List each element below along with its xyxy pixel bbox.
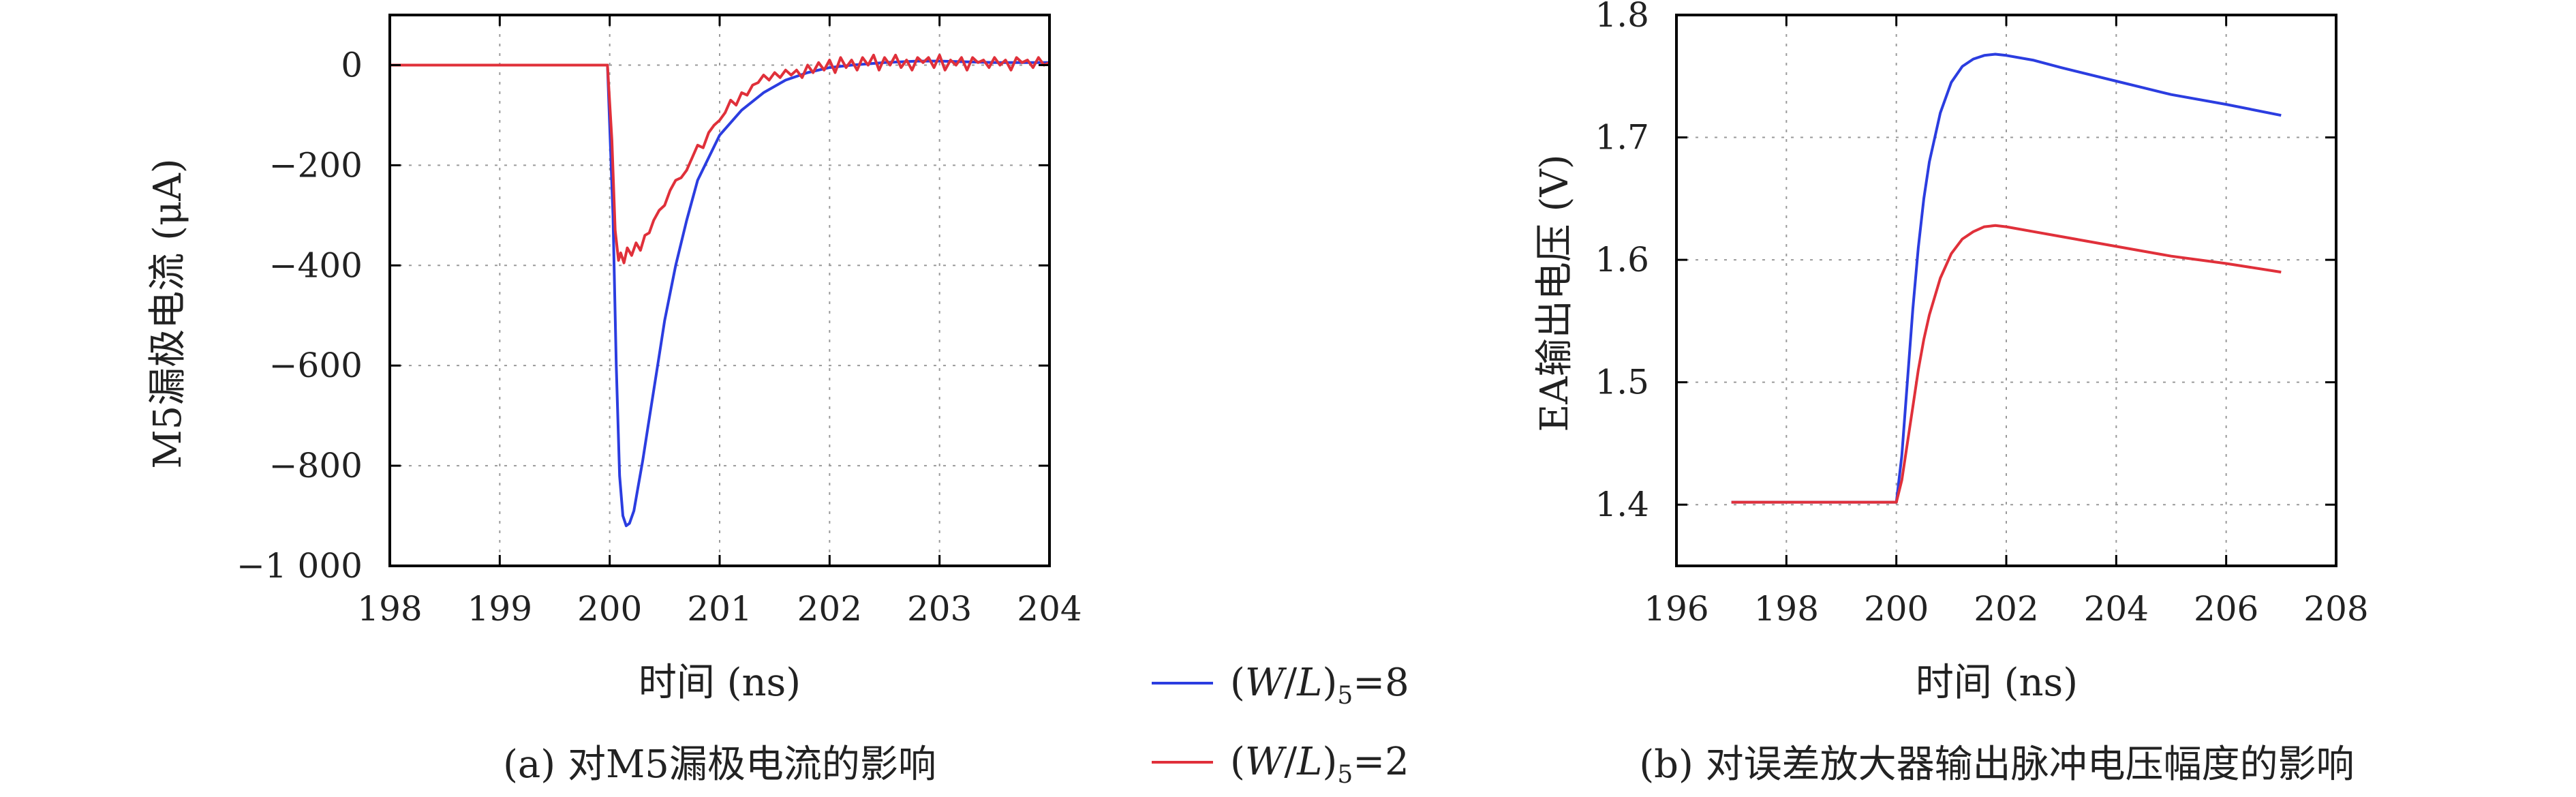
legend-close-paren: ) xyxy=(1322,740,1337,784)
legend-open-paren: ( xyxy=(1230,740,1245,784)
legend-l-symbol: L xyxy=(1296,661,1322,705)
panel-b-y-axis-label: EA输出电压 (V) xyxy=(1533,154,1577,432)
panel-a-grid xyxy=(390,15,1049,566)
panel-a-y-tick-label: 0 xyxy=(341,45,363,85)
panel-b-y-tick-label: 1.5 xyxy=(1595,363,1649,402)
panel-a-x-tick-label: 203 xyxy=(907,589,972,629)
panel-a-y-axis-label: M5漏极电流 (μA) xyxy=(146,158,190,468)
panel-a-series-w-l-2 xyxy=(390,53,1050,265)
panel-b-x-tick-label: 204 xyxy=(2084,589,2149,629)
panel-b-y-tick-labels: 1.4 1.5 1.6 1.7 1.8 xyxy=(1595,0,1649,524)
panel-a-y-tick-label: −600 xyxy=(269,346,363,385)
panel-a-x-axis-label: 时间 (ns) xyxy=(639,661,801,705)
panel-a-y-tick-label: −800 xyxy=(269,446,363,485)
legend-item-w-l-8: (W/L)5=8 xyxy=(1152,661,1409,710)
panel-a-x-tick-labels: 198 199 200 201 202 203 204 xyxy=(357,589,1082,629)
legend-item-w-l-2: (W/L)5=2 xyxy=(1152,740,1409,789)
legend-open-paren: ( xyxy=(1230,661,1245,705)
panel-b-grid xyxy=(1676,15,2336,566)
legend: (W/L)5=8 (W/L)5=2 xyxy=(1152,661,1409,789)
panel-b-x-tick-label: 198 xyxy=(1754,589,1819,629)
legend-label-w-l-2: (W/L)5=2 xyxy=(1230,740,1409,789)
legend-subscript: 5 xyxy=(1337,682,1353,710)
panel-a-x-tick-label: 202 xyxy=(797,589,862,629)
legend-w-symbol: W xyxy=(1245,661,1287,705)
panel-b-x-tick-label: 196 xyxy=(1644,589,1708,629)
panel-a-y-tick-label: −200 xyxy=(269,145,363,185)
legend-slash: / xyxy=(1284,740,1297,784)
panel-b-x-tick-label: 202 xyxy=(1974,589,2038,629)
panel-a-series xyxy=(390,53,1050,528)
panel-a-caption: (a) 对M5漏极电流的影响 xyxy=(503,742,936,787)
legend-slash: / xyxy=(1284,661,1297,705)
legend-close-paren: ) xyxy=(1322,661,1337,705)
panel-a-y-tick-label: −400 xyxy=(269,245,363,285)
panel-a-x-tick-label: 199 xyxy=(467,589,532,629)
panel-b-caption: (b) 对误差放大器输出脉冲电压幅度的影响 xyxy=(1639,742,2354,787)
panel-a-x-tick-label: 198 xyxy=(357,589,422,629)
legend-w-symbol: W xyxy=(1245,740,1287,784)
panel-b-y-tick-label: 1.6 xyxy=(1595,240,1649,280)
legend-value: =8 xyxy=(1353,661,1409,705)
panel-b-y-tick-label: 1.8 xyxy=(1595,0,1649,35)
panel-b-x-tick-label: 206 xyxy=(2194,589,2258,629)
panel-a-x-tick-label: 201 xyxy=(687,589,752,629)
legend-subscript: 5 xyxy=(1337,761,1353,789)
panel-b-y-tick-label: 1.7 xyxy=(1595,118,1649,157)
panel-b-series-w-l-8 xyxy=(1731,52,2282,504)
panel-b-series-w-l-2 xyxy=(1731,224,2282,504)
panel-b-x-tick-label: 200 xyxy=(1864,589,1929,629)
panel-b-series xyxy=(1731,52,2282,504)
legend-label-w-l-8: (W/L)5=8 xyxy=(1230,661,1409,710)
panel-b-ticks xyxy=(1675,14,2337,566)
panel-b-x-axis-label: 时间 (ns) xyxy=(1916,661,2078,705)
panel-a-x-tick-label: 204 xyxy=(1017,589,1082,629)
panel-a-x-tick-label: 200 xyxy=(577,589,642,629)
panel-a-y-tick-label: −1 000 xyxy=(236,546,363,586)
panel-b-y-tick-label: 1.4 xyxy=(1595,485,1649,524)
panel-b-x-tick-label: 208 xyxy=(2303,589,2368,629)
legend-l-symbol: L xyxy=(1296,740,1322,784)
legend-value: =2 xyxy=(1353,740,1409,784)
panel-a-ticks xyxy=(388,15,1051,567)
panel-a-series-w-l-8 xyxy=(390,59,1049,528)
panel-a-y-tick-labels: 0 −200 −400 −600 −800 −1 000 xyxy=(236,45,363,586)
panel-b-x-tick-labels: 196 198 200 202 204 206 208 xyxy=(1644,589,2368,629)
panel-a-current-chart: 198 199 200 201 202 203 204 0 −200 −400 −600 −800 −… xyxy=(146,14,1082,787)
panel-b-voltage-chart: 196 198 200 202 204 206 208 1.4 1.5 1.6 1.7 1.8 时间… xyxy=(1533,0,2369,787)
